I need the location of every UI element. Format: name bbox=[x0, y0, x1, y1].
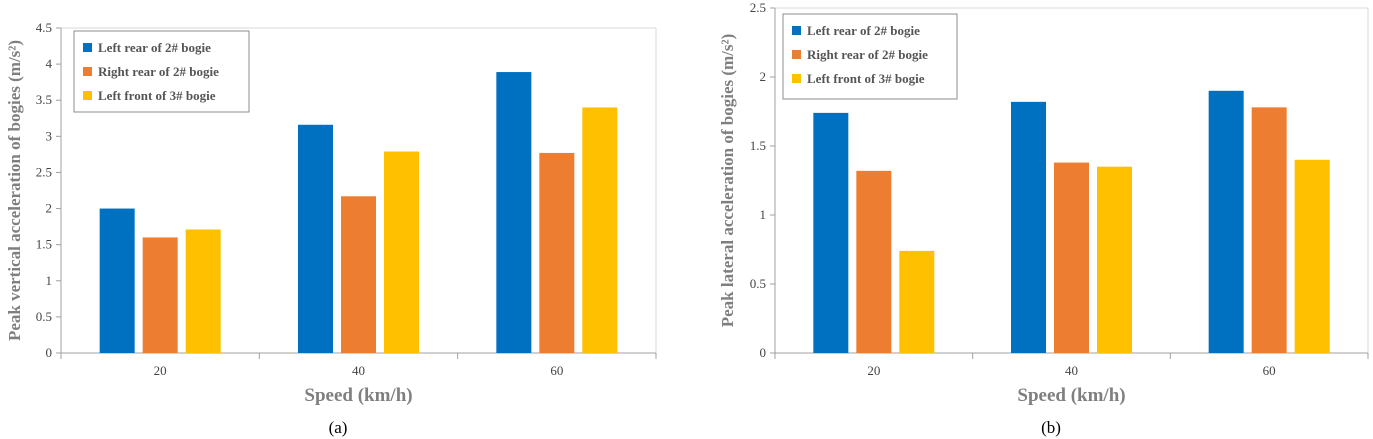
chart-0-legend-box bbox=[73, 30, 250, 113]
chart-0-legend-swatch bbox=[83, 91, 92, 100]
chart-0-x-axis-title: Speed (km/h) bbox=[304, 385, 412, 406]
chart-1-x-tick-label: 20 bbox=[867, 363, 880, 378]
chart-0-x-tick-label: 60 bbox=[550, 363, 563, 378]
chart-1-y-tick-label: 0 bbox=[760, 345, 767, 360]
chart-0-x-tick-label: 40 bbox=[352, 363, 365, 378]
chart-1-x-tick-label: 40 bbox=[1065, 363, 1078, 378]
chart-a-svg: 0 0.5 1 1.5 2 2.5 3 3.5 4 4.5 20 40 60 Left rear of 2… bbox=[5, 20, 657, 437]
chart-0-bar bbox=[384, 151, 419, 353]
chart-panel-a: 0 0.5 1 1.5 2 2.5 3 3.5 4 4.5 20 40 60 Left rear of 2… bbox=[0, 0, 686, 439]
chart-0-legend-label: Left rear of 2# bogie bbox=[98, 40, 211, 55]
chart-1-bar bbox=[813, 112, 849, 353]
chart-1-legend-box bbox=[782, 13, 958, 100]
chart-0-y-tick-label: 1.5 bbox=[36, 237, 52, 252]
chart-1-caption: (b) bbox=[1041, 418, 1061, 437]
chart-0-bar bbox=[582, 107, 618, 353]
chart-0-y-tick-label: 1 bbox=[46, 273, 53, 288]
chart-0-y-axis-title: Peak vertical acceleration of bogies (m/… bbox=[5, 40, 24, 341]
chart-1-bar bbox=[1294, 159, 1330, 353]
chart-1-bar bbox=[1208, 90, 1244, 354]
chart-0-bar bbox=[496, 72, 532, 354]
chart-0-y-tick-label: 3 bbox=[46, 128, 53, 143]
chart-0-caption: (a) bbox=[329, 418, 348, 437]
chart-1-x-tick-label: 60 bbox=[1263, 363, 1276, 378]
chart-1-x-axis-title: Speed (km/h) bbox=[1017, 385, 1125, 406]
chart-1-bar bbox=[899, 250, 935, 353]
chart-1-bar bbox=[1097, 166, 1132, 353]
chart-1-legend-swatch bbox=[792, 50, 801, 59]
chart-0-bar bbox=[185, 229, 221, 353]
chart-0-bar bbox=[142, 237, 178, 353]
chart-b-svg: 0 0.5 1 1.5 2 2.5 20 40 60 Left rear of 2# bogie R… bbox=[718, 0, 1369, 437]
chart-1-y-tick-label: 0.5 bbox=[750, 276, 766, 291]
chart-0-y-tick-label: 0 bbox=[46, 345, 53, 360]
chart-1-bar bbox=[1054, 162, 1089, 353]
chart-1-y-tick-label: 1.5 bbox=[750, 138, 766, 153]
chart-0-x-tick-label: 20 bbox=[154, 363, 167, 378]
chart-0-legend-swatch bbox=[83, 43, 92, 52]
chart-1-legend-label: Right rear of 2# bogie bbox=[807, 47, 928, 62]
chart-1-y-tick-label: 2.5 bbox=[750, 0, 766, 15]
chart-0-y-tick-label: 2 bbox=[46, 201, 53, 216]
chart-1-legend-swatch bbox=[792, 26, 801, 35]
chart-1-y-tick-label: 1 bbox=[760, 207, 767, 222]
chart-0-bar bbox=[341, 196, 376, 353]
chart-0-legend-swatch bbox=[83, 67, 92, 76]
chart-1-y-tick-label: 2 bbox=[760, 69, 767, 84]
chart-0-bar bbox=[99, 208, 135, 353]
chart-1-legend-label: Left rear of 2# bogie bbox=[807, 23, 920, 38]
chart-1-legend-swatch bbox=[792, 74, 801, 83]
chart-0-bar bbox=[539, 152, 575, 353]
chart-0-legend-label: Right rear of 2# bogie bbox=[98, 64, 219, 79]
chart-0-y-tick-label: 2.5 bbox=[36, 164, 52, 179]
chart-0-y-tick-label: 3.5 bbox=[36, 92, 52, 107]
chart-1-y-axis-title: Peak lateral acceleration of bogies (m/s… bbox=[718, 34, 737, 328]
chart-0-y-tick-label: 4 bbox=[46, 56, 53, 71]
chart-1-bar bbox=[1251, 107, 1287, 353]
chart-0-y-tick-label: 4.5 bbox=[36, 20, 52, 35]
chart-0-legend-label: Left front of 3# bogie bbox=[98, 88, 216, 103]
chart-0-y-tick-label: 0.5 bbox=[36, 309, 52, 324]
chart-1-legend-label: Left front of 3# bogie bbox=[807, 71, 925, 86]
chart-0-bar bbox=[298, 124, 333, 354]
chart-1-bar bbox=[1011, 101, 1046, 353]
chart-1-bar bbox=[856, 170, 892, 353]
chart-panel-b: 0 0.5 1 1.5 2 2.5 20 40 60 Left rear of 2# bogie R… bbox=[687, 0, 1373, 439]
